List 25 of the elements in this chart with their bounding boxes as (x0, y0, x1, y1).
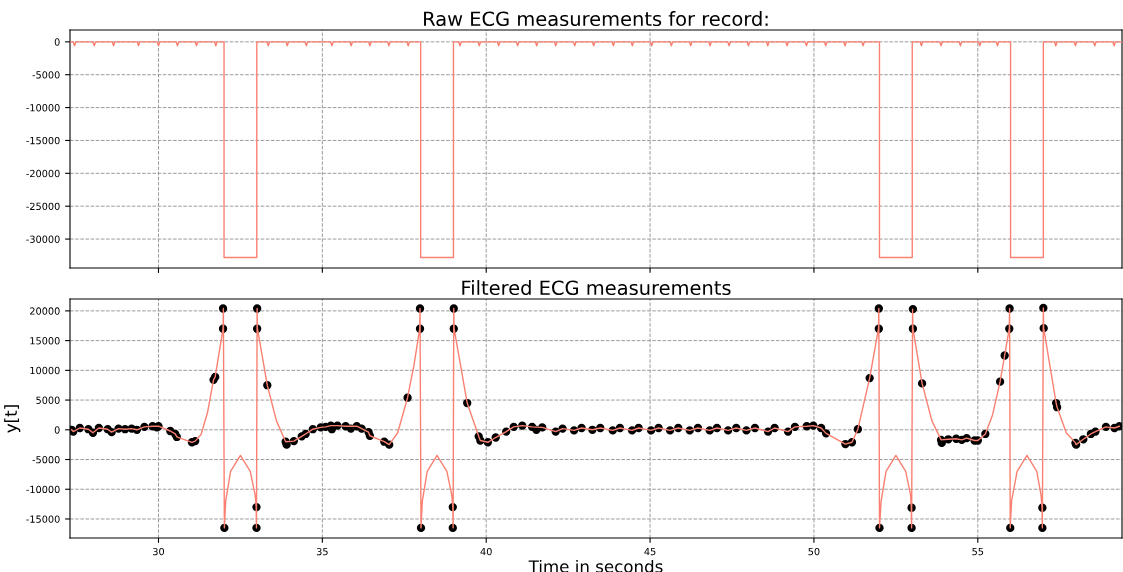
y-tick-label: -15000 (26, 136, 60, 145)
y-tick-label: 20000 (30, 307, 60, 315)
chart-title: Raw ECG measurements for record: (424, 11, 768, 27)
chart-title: Filtered ECG measurements (462, 280, 731, 296)
y-tick-label: -10000 (26, 104, 60, 112)
x-axis-title: Time in seconds (528, 559, 663, 572)
y-tick-label: -15000 (26, 515, 60, 523)
y-tick-label: 10000 (30, 366, 60, 375)
y-tick-label: -20000 (26, 169, 60, 178)
x-tick-label: 55 (972, 548, 984, 556)
y-tick-label: -10000 (26, 485, 60, 494)
y-tick-label: -25000 (26, 202, 60, 211)
y-tick-label: 0 (54, 426, 60, 434)
x-tick-label: 50 (808, 547, 820, 556)
y-tick-label: -30000 (26, 235, 60, 243)
x-tick-label: 35 (316, 547, 328, 556)
y-tick-label: -5000 (32, 456, 60, 464)
y-tick-label: 15000 (30, 337, 60, 345)
y-tick-label: 5000 (36, 396, 60, 404)
x-tick-label: 30 (153, 547, 165, 556)
y-tick-label: -5000 (32, 71, 60, 79)
x-tick-label: 45 (644, 548, 656, 556)
x-tick-label: 40 (480, 547, 492, 556)
y-tick-label: 0 (54, 38, 60, 46)
y-axis-title: y[t] (4, 405, 21, 433)
